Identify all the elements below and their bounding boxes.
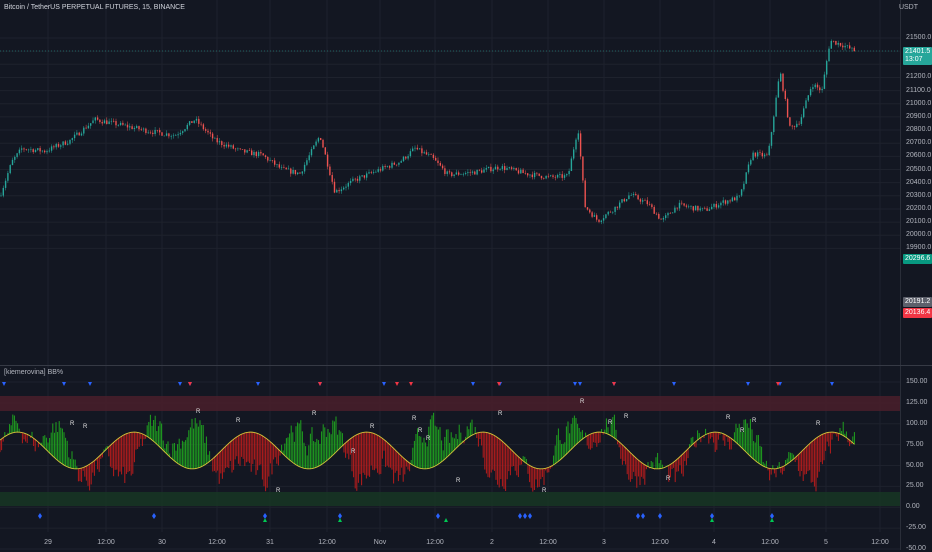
svg-text:R: R (418, 428, 423, 434)
svg-text:R: R (740, 428, 745, 434)
price-tick-label: 21200.0 (906, 73, 932, 81)
indicator-title[interactable]: [kiemerovina] BB% (4, 369, 64, 376)
svg-text:R: R (752, 418, 757, 424)
time-tick-label: 29 (44, 539, 52, 546)
lower-zone-band (0, 492, 900, 506)
svg-text:R: R (312, 411, 317, 417)
indicator-tick-label: 100.00 (906, 419, 928, 427)
bar-countdown: 13:07 (905, 56, 923, 63)
bb-percent-series (0, 412, 855, 492)
time-tick-label: 12:00 (871, 539, 889, 546)
svg-text:R: R (498, 411, 503, 417)
price-tick-label: 20100.0 (906, 218, 932, 226)
price-tick-label: 20800.0 (906, 126, 932, 134)
price-tick-label: 20300.0 (906, 191, 932, 199)
time-tick-label: 5 (824, 539, 828, 546)
price-tick-label: 20700.0 (906, 139, 932, 147)
time-tick-label: 30 (158, 539, 166, 546)
time-tick-label: 12:00 (318, 539, 336, 546)
time-tick-label: 4 (712, 539, 716, 546)
svg-text:R: R (426, 436, 431, 442)
price-tick-label: 21000.0 (906, 99, 932, 107)
time-tick-label: 31 (266, 539, 274, 546)
currency-label[interactable]: USDT (898, 4, 918, 11)
indicator-tick-label: 125.00 (906, 398, 928, 406)
svg-text:R: R (666, 476, 671, 482)
price-axis-separator (900, 0, 901, 550)
current-price-tag: 21401.5 13:07 (903, 47, 932, 65)
time-tick-label: 12:00 (539, 539, 557, 546)
svg-text:R: R (608, 420, 613, 426)
symbol-title[interactable]: Bitcoin / TetherUS PERPETUAL FUTURES, 15… (4, 4, 185, 11)
svg-text:R: R (83, 424, 88, 430)
svg-text:R: R (236, 418, 241, 424)
svg-text:R: R (542, 488, 547, 494)
price-tick-label: 20000.0 (906, 231, 932, 239)
price-tag-green: 20296.6 (903, 254, 932, 264)
svg-text:R: R (412, 416, 417, 422)
time-tick-label: 12:00 (208, 539, 226, 546)
price-tick-label: 20900.0 (906, 112, 932, 120)
svg-text:R: R (196, 409, 201, 415)
price-tick-label: 20500.0 (906, 165, 932, 173)
svg-text:R: R (456, 478, 461, 484)
indicator-tick-label: 75.00 (906, 440, 924, 448)
svg-text:R: R (351, 449, 356, 455)
svg-text:R: R (580, 399, 585, 405)
time-tick-label: 2 (490, 539, 494, 546)
current-price-value: 21401.5 (905, 48, 931, 55)
svg-text:R: R (276, 488, 281, 494)
indicator-tick-label: 50.00 (906, 461, 924, 469)
indicator-tick-label: -50.00 (906, 545, 926, 552)
upper-zone-band (0, 396, 900, 411)
pane-separator[interactable] (0, 365, 932, 366)
indicator-tick-label: 25.00 (906, 482, 924, 490)
price-tick-label: 20400.0 (906, 178, 932, 186)
price-tick-label: 21500.0 (906, 34, 932, 41)
time-tick-label: Nov (373, 539, 387, 546)
time-tick-label: 12:00 (651, 539, 669, 546)
svg-text:R: R (726, 415, 731, 421)
price-tick-label: 19900.0 (906, 244, 932, 252)
svg-text:R: R (624, 414, 629, 420)
price-tick-label: 20600.0 (906, 152, 932, 160)
time-tick-label: 3 (602, 539, 606, 546)
time-tick-label: 12:00 (761, 539, 779, 546)
indicator-tick-label: 150.00 (906, 378, 928, 385)
price-tag-gray: 20191.2 (903, 297, 932, 307)
svg-text:R: R (370, 424, 375, 430)
price-tick-label: 20200.0 (906, 204, 932, 212)
price-tag-red: 20136.4 (903, 308, 932, 318)
candlestick-series (0, 39, 855, 225)
time-tick-label: 12:00 (97, 539, 115, 546)
indicator-tick-label: 0.00 (906, 503, 920, 511)
svg-text:R: R (70, 421, 75, 427)
price-tick-label: 21100.0 (906, 86, 931, 94)
indicator-tick-label: -25.00 (906, 524, 926, 532)
time-tick-label: 12:00 (426, 539, 444, 546)
svg-text:R: R (816, 421, 821, 427)
